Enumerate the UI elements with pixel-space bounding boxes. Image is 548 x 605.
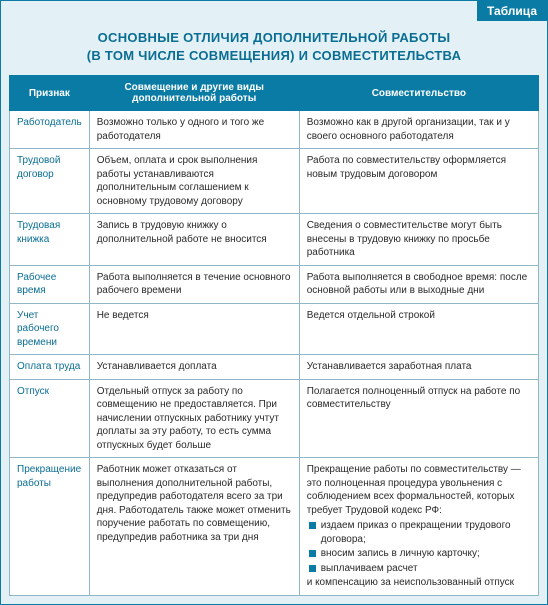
col-header-combo: Совмещение и другие виды дополнительной … xyxy=(89,76,299,111)
table-row: РаботодательВозможно только у одного и т… xyxy=(10,111,539,149)
cell-concur: Прекращение работы по совместительству —… xyxy=(299,458,538,596)
cell-combo: Объем, оплата и срок выполнения работы у… xyxy=(89,149,299,214)
cell-concur: Устанавливается заработная плата xyxy=(299,355,538,380)
concur-bullets: издаем приказ о прекращении трудового до… xyxy=(307,517,531,575)
cell-attr: Отпуск xyxy=(10,379,90,458)
cell-combo: Отдельный отпуск за работу по совмещению… xyxy=(89,379,299,458)
cell-combo: Устанавливается доплата xyxy=(89,355,299,380)
cell-attr: Рабочее время xyxy=(10,265,90,303)
col-header-attr: Признак xyxy=(10,76,90,111)
cell-concur: Полагается полноценный отпуск на работе … xyxy=(299,379,538,458)
title-line-1: ОСНОВНЫЕ ОТЛИЧИЯ ДОПОЛНИТЕЛЬНОЙ РАБОТЫ xyxy=(98,30,451,45)
document-title: ОСНОВНЫЕ ОТЛИЧИЯ ДОПОЛНИТЕЛЬНОЙ РАБОТЫ (… xyxy=(1,21,547,75)
table-row: Учет рабочего времениНе ведетсяВедется о… xyxy=(10,303,539,355)
cell-combo: Работа выполняется в течение основного р… xyxy=(89,265,299,303)
concur-text-before: Прекращение работы по совместительству —… xyxy=(307,463,531,517)
table-row: ОтпускОтдельный отпуск за работу по совм… xyxy=(10,379,539,458)
table-header-row: Признак Совмещение и другие виды дополни… xyxy=(10,76,539,111)
table-row: Рабочее времяРабота выполняется в течени… xyxy=(10,265,539,303)
table-body: РаботодательВозможно только у одного и т… xyxy=(10,111,539,596)
table-row: Оплата трудаУстанавливается доплатаУстан… xyxy=(10,355,539,380)
cell-concur: Работа по совместительству оформляется н… xyxy=(299,149,538,214)
cell-concur: Сведения о совместительстве могут быть в… xyxy=(299,214,538,266)
cell-combo: Возможно только у одного и того же работ… xyxy=(89,111,299,149)
cell-combo: Не ведется xyxy=(89,303,299,355)
tab-row: Таблица xyxy=(1,1,547,21)
table-row: Трудовой договорОбъем, оплата и срок вып… xyxy=(10,149,539,214)
cell-attr: Трудовая книжка xyxy=(10,214,90,266)
bullet-item: издаем приказ о прекращении трудового до… xyxy=(307,519,531,546)
concur-text-after: и компенсацию за неиспользованный отпуск xyxy=(307,576,531,590)
cell-attr: Учет рабочего времени xyxy=(10,303,90,355)
cell-attr: Оплата труда xyxy=(10,355,90,380)
cell-concur: Возможно как в другой организации, так и… xyxy=(299,111,538,149)
cell-attr: Трудовой договор xyxy=(10,149,90,214)
comparison-table: Признак Совмещение и другие виды дополни… xyxy=(9,75,539,596)
cell-concur: Ведется отдельной строкой xyxy=(299,303,538,355)
table-row: Трудовая книжкаЗапись в трудовую книжку … xyxy=(10,214,539,266)
cell-concur: Работа выполняется в свободное время: по… xyxy=(299,265,538,303)
document-container: Таблица ОСНОВНЫЕ ОТЛИЧИЯ ДОПОЛНИТЕЛЬНОЙ … xyxy=(0,0,548,605)
cell-combo: Работник может отказаться от выполнения … xyxy=(89,458,299,596)
title-line-2: (В ТОМ ЧИСЛЕ СОВМЕЩЕНИЯ) И СОВМЕСТИТЕЛЬС… xyxy=(87,48,462,63)
bullet-item: выплачиваем расчет xyxy=(307,562,531,576)
tab-label: Таблица xyxy=(477,1,547,21)
col-header-concur: Совместительство xyxy=(299,76,538,111)
cell-combo: Запись в трудовую книжку о дополнительно… xyxy=(89,214,299,266)
table-row: Прекращение работыРаботник может отказат… xyxy=(10,458,539,596)
cell-attr: Прекращение работы xyxy=(10,458,90,596)
cell-attr: Работодатель xyxy=(10,111,90,149)
bullet-item: вносим запись в личную карточку; xyxy=(307,547,531,561)
